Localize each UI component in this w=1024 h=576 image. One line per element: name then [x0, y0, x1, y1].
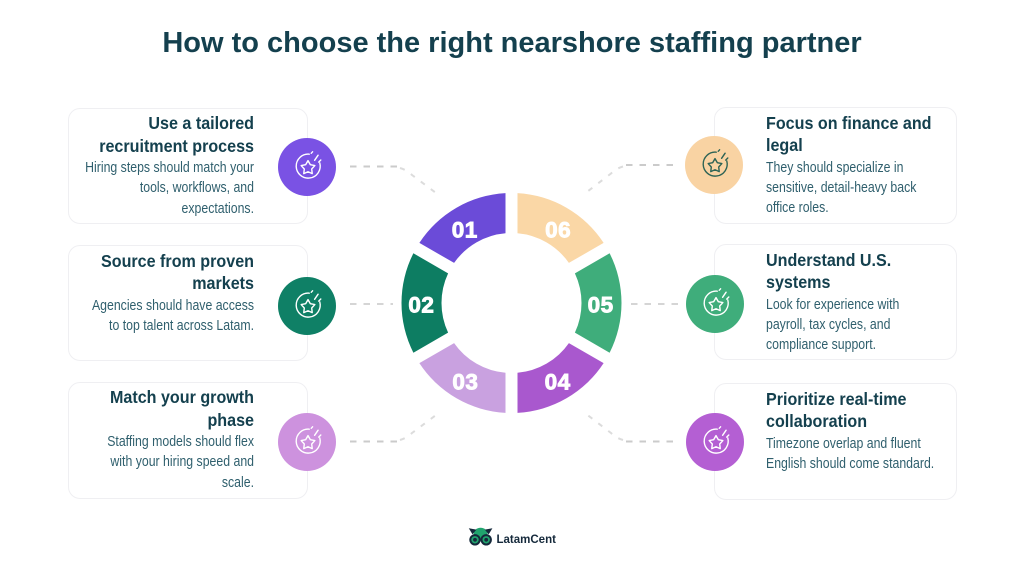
svg-text:01: 01 [452, 217, 478, 242]
svg-text:LatamCent: LatamCent [497, 534, 557, 546]
svg-text:02: 02 [408, 293, 434, 318]
svg-text:03: 03 [452, 369, 478, 394]
svg-text:06: 06 [545, 217, 571, 242]
svg-text:05: 05 [588, 293, 614, 318]
svg-text:04: 04 [545, 369, 571, 394]
